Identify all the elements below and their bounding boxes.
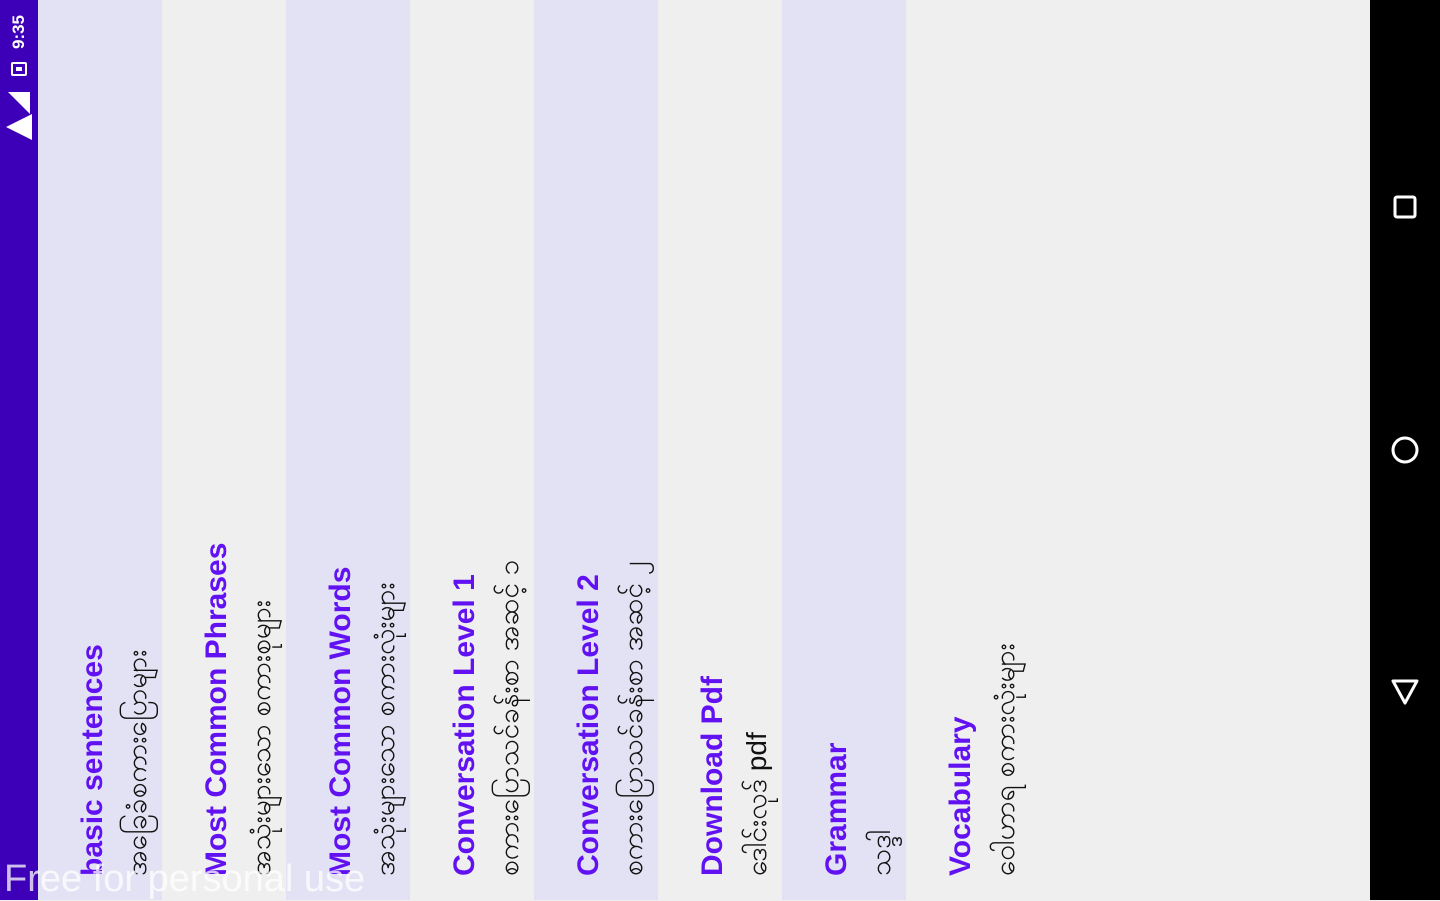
menu-item-basic-sentences[interactable]: basic sentences အခြေခံစကားပြောများ xyxy=(38,0,162,900)
cellular-signal-icon xyxy=(8,92,30,114)
menu-item-subtitle: သဒ္ဒါ xyxy=(865,829,896,876)
status-bar: 9:35 xyxy=(0,0,38,900)
menu-item-subtitle: အသုံးများသော စကားစုများ xyxy=(245,600,276,876)
menu-item-subtitle: ဝေါဟာရ စကားလုံးများ xyxy=(989,643,1020,876)
menu-item-subtitle: စကားပြောသင်ခန်းစာ အဆင့် ၁ xyxy=(493,559,524,876)
status-time: 9:35 xyxy=(9,14,28,50)
back-button[interactable] xyxy=(1370,657,1440,727)
home-icon xyxy=(1391,436,1419,464)
battery-icon xyxy=(11,62,27,76)
menu-item-most-common-phrases[interactable]: Most Common Phrases အသုံးများသော စကားစုမ… xyxy=(162,0,286,900)
back-icon xyxy=(1391,679,1419,705)
menu-item-title: Conversation Level 2 xyxy=(572,574,605,876)
menu-item-title: Most Common Words xyxy=(324,566,357,876)
menu-item-title: Conversation Level 1 xyxy=(448,574,481,876)
menu-item-title: basic sentences xyxy=(76,644,109,876)
menu-item-subtitle: ဒေါင်းလုဒ် pdf xyxy=(741,732,772,876)
recent-apps-icon xyxy=(1393,195,1417,219)
menu-item-vocabulary[interactable]: Vocabulary ဝေါဟာရ စကားလုံးများ xyxy=(906,0,1030,900)
menu-item-title: Grammar xyxy=(820,742,853,876)
menu-item-title: Download Pdf xyxy=(696,676,729,876)
menu-item-most-common-words[interactable]: Most Common Words အသုံးများသော စကားလုံးမ… xyxy=(286,0,410,900)
lesson-menu-list: basic sentences အခြေခံစကားပြောများ Most … xyxy=(38,0,1030,900)
menu-item-title: Most Common Phrases xyxy=(200,542,233,876)
menu-item-grammar[interactable]: Grammar သဒ္ဒါ xyxy=(782,0,906,900)
menu-item-conversation-level-2[interactable]: Conversation Level 2 စကားပြောသင်ခန်းစာ အ… xyxy=(534,0,658,900)
menu-item-subtitle: အခြေခံစကားပြောများ xyxy=(121,649,152,876)
recent-apps-button[interactable] xyxy=(1370,172,1440,242)
menu-item-subtitle: အသုံးများသော စကားလုံးများ xyxy=(369,582,400,876)
menu-item-conversation-level-1[interactable]: Conversation Level 1 စကားပြောသင်ခန်းစာ အ… xyxy=(410,0,534,900)
navigation-bar xyxy=(1370,0,1440,900)
menu-item-download-pdf[interactable]: Download Pdf ဒေါင်းလုဒ် pdf xyxy=(658,0,782,900)
home-button[interactable] xyxy=(1370,415,1440,485)
menu-item-subtitle: စကားပြောသင်ခန်းစာ အဆင့် ၂ xyxy=(617,561,648,876)
wifi-icon xyxy=(6,114,32,140)
menu-item-title: Vocabulary xyxy=(944,716,977,876)
